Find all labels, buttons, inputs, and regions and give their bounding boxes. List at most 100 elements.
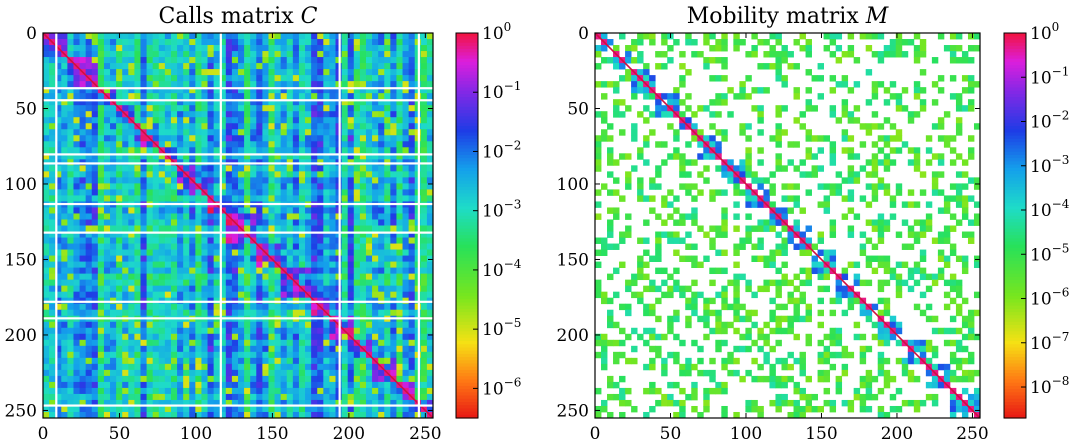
heatmap-cell bbox=[365, 393, 373, 401]
heatmap-cell bbox=[378, 51, 385, 58]
heatmap-cell bbox=[298, 69, 306, 76]
heatmap-cell bbox=[201, 183, 208, 190]
heatmap-cell bbox=[158, 189, 166, 196]
heatmap-cell bbox=[631, 39, 638, 46]
heatmap-cell bbox=[384, 39, 391, 46]
heatmap-cell bbox=[667, 45, 674, 52]
heatmap-cell bbox=[122, 399, 129, 407]
heatmap-cell bbox=[177, 321, 184, 329]
heatmap-cell bbox=[85, 135, 93, 142]
heatmap-cell bbox=[402, 255, 410, 262]
heatmap-cell bbox=[207, 111, 215, 118]
heatmap-cell bbox=[61, 207, 68, 214]
heatmap-cell bbox=[231, 129, 239, 136]
heatmap-cell bbox=[372, 249, 379, 256]
heatmap-cell bbox=[262, 303, 269, 311]
heatmap-cell bbox=[298, 45, 306, 52]
heatmap-cell bbox=[311, 273, 318, 281]
heatmap-cell bbox=[231, 375, 239, 383]
heatmap-cell bbox=[292, 267, 300, 275]
heatmap-cell bbox=[152, 129, 160, 136]
heatmap-cell bbox=[793, 183, 800, 190]
heatmap-cell bbox=[49, 273, 56, 281]
heatmap-cell bbox=[116, 39, 123, 46]
heatmap-cell bbox=[727, 111, 734, 118]
heatmap-cell bbox=[595, 189, 602, 196]
heatmap-cell bbox=[97, 303, 105, 311]
heatmap-cell bbox=[268, 237, 275, 244]
heatmap-cell bbox=[262, 327, 269, 335]
heatmap-cell bbox=[595, 141, 602, 148]
heatmap-cell bbox=[79, 225, 87, 232]
heatmap-cell bbox=[757, 201, 764, 208]
heatmap-cell bbox=[207, 81, 215, 88]
heatmap-cell bbox=[97, 291, 105, 299]
heatmap-cell bbox=[201, 129, 208, 136]
heatmap-cell bbox=[134, 111, 141, 118]
heatmap-cell bbox=[170, 75, 178, 82]
heatmap-cell bbox=[103, 267, 111, 275]
heatmap-cell bbox=[201, 249, 208, 256]
heatmap-cell bbox=[170, 351, 178, 359]
heatmap-cell bbox=[359, 267, 367, 275]
heatmap-cell bbox=[140, 141, 147, 148]
heatmap-cell bbox=[73, 339, 80, 347]
heatmap-cell bbox=[140, 51, 147, 58]
heatmap-cell bbox=[164, 411, 172, 419]
heatmap-cell bbox=[305, 39, 312, 46]
heatmap-cell bbox=[286, 267, 294, 275]
heatmap-cell bbox=[67, 171, 74, 178]
heatmap-cell bbox=[955, 183, 963, 190]
heatmap-cell bbox=[177, 63, 184, 70]
heatmap-cell bbox=[219, 189, 227, 196]
heatmap-cell bbox=[329, 99, 336, 106]
heatmap-cell bbox=[134, 117, 141, 124]
heatmap-cell bbox=[158, 399, 166, 407]
heatmap-cell bbox=[919, 105, 927, 112]
colorbar-step bbox=[456, 49, 478, 53]
heatmap-cell bbox=[359, 327, 367, 335]
heatmap-cell bbox=[787, 183, 794, 190]
heatmap-cell bbox=[347, 171, 355, 178]
heatmap-cell bbox=[323, 81, 330, 88]
heatmap-cell bbox=[170, 225, 178, 232]
heatmap-cell bbox=[329, 183, 336, 190]
heatmap-cell bbox=[55, 273, 62, 281]
heatmap-cell bbox=[231, 369, 239, 377]
heatmap-cell bbox=[225, 207, 233, 214]
heatmap-cell bbox=[256, 51, 263, 58]
heatmap-cell bbox=[116, 333, 123, 341]
heatmap-cell bbox=[631, 57, 638, 64]
heatmap-cell bbox=[378, 405, 385, 413]
heatmap-cell bbox=[49, 171, 56, 178]
heatmap-cell bbox=[207, 411, 215, 419]
heatmap-cell bbox=[955, 195, 963, 202]
heatmap-cell bbox=[158, 255, 166, 262]
heatmap-cell bbox=[85, 99, 93, 106]
colorbar-step bbox=[456, 158, 478, 162]
heatmap-cell bbox=[323, 39, 330, 46]
heatmap-cell bbox=[420, 111, 428, 118]
heatmap-cell bbox=[103, 147, 111, 154]
heatmap-cell bbox=[103, 69, 111, 76]
heatmap-cell bbox=[244, 249, 251, 256]
heatmap-cell bbox=[177, 75, 184, 82]
heatmap-cell bbox=[91, 333, 99, 341]
heatmap-cell bbox=[67, 135, 74, 142]
heatmap-cell bbox=[122, 39, 129, 46]
heatmap-cell bbox=[359, 105, 367, 112]
heatmap-cell bbox=[256, 351, 263, 359]
heatmap-cell bbox=[268, 87, 275, 94]
heatmap-cell bbox=[55, 135, 62, 142]
heatmap-cell bbox=[110, 321, 117, 329]
heatmap-cell bbox=[213, 285, 221, 293]
heatmap-cell bbox=[775, 105, 782, 112]
heatmap-cell bbox=[195, 117, 202, 124]
heatmap-cell bbox=[219, 231, 227, 238]
heatmap-cell bbox=[213, 237, 221, 244]
heatmap-cell bbox=[110, 171, 117, 178]
heatmap-cell bbox=[79, 393, 87, 401]
heatmap-cell bbox=[140, 219, 147, 226]
heatmap-cell bbox=[353, 123, 361, 130]
heatmap-cell bbox=[286, 375, 294, 383]
